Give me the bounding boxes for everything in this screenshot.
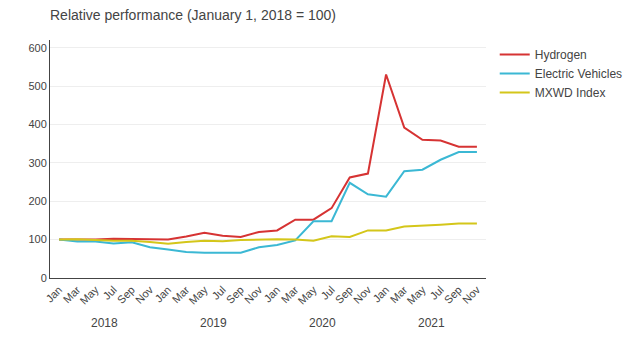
svg-text:Nov: Nov: [133, 283, 156, 306]
svg-text:Jul: Jul: [318, 284, 336, 302]
svg-text:2021: 2021: [418, 316, 445, 330]
svg-text:2018: 2018: [91, 316, 118, 330]
svg-text:Jul: Jul: [100, 284, 118, 302]
svg-text:Nov: Nov: [242, 283, 265, 306]
svg-text:Electric Vehicles: Electric Vehicles: [535, 67, 622, 81]
svg-text:Sep: Sep: [442, 284, 464, 306]
svg-text:Mar: Mar: [388, 283, 410, 305]
svg-text:Nov: Nov: [460, 283, 483, 306]
svg-text:Mar: Mar: [61, 283, 83, 305]
svg-text:0: 0: [41, 272, 47, 284]
svg-text:May: May: [296, 283, 320, 307]
svg-text:2020: 2020: [309, 316, 336, 330]
svg-text:Relative performance (January: Relative performance (January 1, 2018 = …: [50, 7, 336, 23]
svg-text:Sep: Sep: [224, 284, 246, 306]
svg-text:May: May: [187, 283, 211, 307]
svg-text:May: May: [405, 283, 429, 307]
svg-text:Mar: Mar: [170, 283, 192, 305]
svg-text:Jul: Jul: [209, 284, 227, 302]
svg-text:Jan: Jan: [370, 284, 391, 305]
svg-text:Jul: Jul: [427, 284, 445, 302]
svg-text:Nov: Nov: [351, 283, 374, 306]
svg-text:100: 100: [28, 233, 46, 245]
svg-text:600: 600: [28, 42, 46, 54]
svg-text:MXWD Index: MXWD Index: [535, 86, 606, 100]
svg-text:Sep: Sep: [333, 284, 355, 306]
svg-text:Jan: Jan: [43, 284, 64, 305]
svg-text:200: 200: [28, 195, 46, 207]
svg-text:2019: 2019: [200, 316, 227, 330]
svg-text:Jan: Jan: [261, 284, 282, 305]
svg-text:400: 400: [28, 118, 46, 130]
svg-text:Hydrogen: Hydrogen: [535, 48, 587, 62]
svg-text:Mar: Mar: [279, 283, 301, 305]
svg-text:300: 300: [28, 157, 46, 169]
svg-text:500: 500: [28, 80, 46, 92]
svg-text:May: May: [78, 283, 102, 307]
svg-text:Jan: Jan: [152, 284, 173, 305]
svg-text:Sep: Sep: [115, 284, 137, 306]
